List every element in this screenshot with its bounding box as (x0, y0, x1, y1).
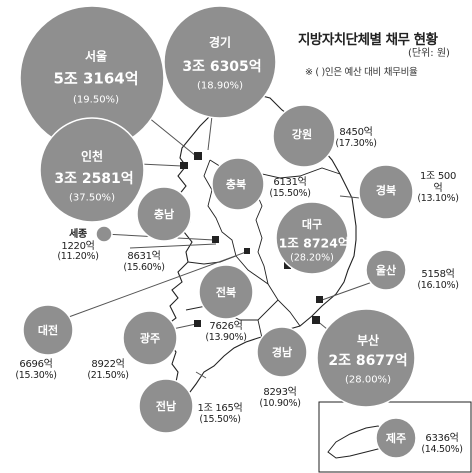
chungnam-name: 충남 (153, 208, 175, 221)
ulsan-ratio: (16.10%) (417, 279, 459, 291)
bubble-gangwon (272, 104, 336, 168)
jeonbuk-ratio: (13.90%) (205, 331, 247, 343)
chungbuk-name: 충북 (225, 178, 247, 191)
unit-label: (단위: 원) (408, 48, 450, 59)
jeonnam-ratio: (15.50%) (199, 413, 241, 425)
gyeongnam-name: 경남 (271, 346, 293, 359)
gangwon-values: 8450억 (17.30%) (335, 126, 377, 149)
gyeongnam-amount: 8293억 (263, 386, 297, 398)
gyeongnam-values: 8293억 (10.90%) (259, 386, 301, 409)
bubble-gyeongnam (256, 326, 308, 378)
ratio-note: ※ ( )인은 예산 대비 채무비율 (305, 67, 418, 78)
chungbuk-amount: 6131억 (273, 176, 307, 188)
chungnam-ratio: (15.60%) (123, 261, 165, 273)
busan-ratio: (28.00%) (345, 374, 391, 386)
gangwon-ratio: (17.30%) (335, 137, 377, 149)
bubble-incheon (39, 117, 145, 223)
bubble-jeonnam (138, 378, 194, 434)
sejong-values: 세종 1220억 (11.20%) (57, 229, 99, 263)
jeonnam-values: 1조 165억 (15.50%) (198, 403, 243, 425)
bubble-daejeon (22, 304, 74, 356)
bubble-chungbuk (211, 157, 265, 211)
ulsan-amount: 5158억 (421, 268, 455, 280)
jeonnam-amount: 1조 165억 (197, 402, 243, 414)
incheon-name: 인천 (80, 149, 104, 164)
daejeon-name: 대전 (37, 324, 59, 337)
jeju-amount: 6336억 (425, 432, 459, 444)
daegu-ratio: (28.20%) (290, 252, 334, 264)
map-title: 지방자치단체별 채무 현황 (298, 32, 438, 48)
bubble-gyeongbuk (358, 164, 414, 220)
jeju-ratio: (14.50%) (421, 443, 463, 455)
gwangju-name: 광주 (139, 332, 161, 345)
ulsan-name: 울산 (375, 264, 397, 277)
bubble-ulsan (365, 249, 407, 291)
chungbuk-values: 6131억 (15.50%) (269, 176, 311, 199)
gwangju-amount: 8922억 (91, 358, 125, 370)
jeonnam-name: 전남 (155, 400, 177, 413)
gangwon-name: 강원 (291, 128, 313, 141)
gyeonggi-name: 경기 (208, 35, 232, 50)
bubbles (19, 5, 417, 459)
busan-amount: 2조 8677억 (328, 353, 408, 369)
chungbuk-ratio: (15.50%) (269, 187, 311, 199)
gyeongbuk-ratio: (13.10%) (417, 193, 459, 205)
gwangju-values: 8922억 (21.50%) (87, 358, 129, 381)
bubble-sejong (95, 225, 113, 243)
busan-name: 부산 (356, 333, 380, 348)
jeonbuk-name: 전북 (215, 286, 237, 299)
seoul-name: 서울 (84, 49, 108, 64)
daegu-amount: 1조 8724억 (278, 235, 350, 251)
gyeongnam-ratio: (10.90%) (259, 397, 301, 409)
bubble-daegu (275, 201, 349, 275)
jeju-values: 6336억 (14.50%) (421, 432, 463, 455)
daejeon-amount: 6696억 (19, 358, 53, 370)
gyeongbuk-amount: 1조 500억 (419, 171, 457, 194)
seoul-ratio: (19.50%) (73, 94, 119, 106)
bubble-chungnam (136, 186, 192, 242)
sejong-amount: 1220억 (61, 240, 95, 252)
jeonbuk-amount: 7626억 (209, 320, 243, 332)
sejong-ratio: (11.20%) (57, 251, 99, 263)
sejong-name: 세종 (69, 229, 87, 241)
seoul-amount: 5조 3164억 (53, 69, 139, 88)
gyeongbuk-values: 1조 500억 (13.10%) (417, 171, 459, 205)
jeonbuk-values: 7626억 (13.90%) (205, 320, 247, 343)
province-borders (185, 159, 341, 339)
jeju-name: 제주 (385, 432, 407, 445)
gyeonggi-ratio: (18.90%) (197, 80, 243, 92)
gyeonggi-amount: 3조 6305억 (182, 59, 262, 75)
gwangju-ratio: (21.50%) (87, 369, 129, 381)
daegu-name: 대구 (301, 218, 323, 231)
daejeon-values: 6696억 (15.30%) (15, 358, 57, 381)
region-markers (180, 152, 323, 327)
gyeongbuk-name: 경북 (375, 184, 397, 197)
daejeon-ratio: (15.30%) (15, 369, 57, 381)
ulsan-values: 5158억 (16.10%) (417, 268, 459, 291)
bubble-busan (316, 308, 416, 408)
bubble-gwangju (122, 310, 178, 366)
incheon-amount: 3조 2581억 (54, 171, 134, 187)
gangwon-amount: 8450억 (339, 126, 373, 138)
chungnam-amount: 8631억 (127, 250, 161, 262)
incheon-ratio: (37.50%) (69, 192, 115, 204)
bubble-jeonbuk (198, 264, 254, 320)
bubble-jeju (375, 417, 417, 459)
bubble-gyeonggi (163, 5, 277, 119)
chungnam-values: 8631억 (15.60%) (123, 250, 165, 273)
